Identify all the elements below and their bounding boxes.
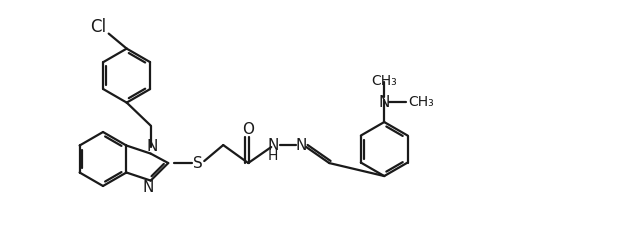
Text: N: N: [147, 139, 158, 154]
Text: S: S: [193, 156, 203, 170]
Text: CH₃: CH₃: [408, 95, 434, 109]
Text: —: —: [408, 96, 420, 108]
Text: N: N: [378, 95, 390, 110]
Text: CH₃: CH₃: [371, 74, 397, 88]
Text: N: N: [268, 138, 279, 153]
Text: N: N: [143, 180, 154, 195]
Text: Cl: Cl: [91, 18, 107, 36]
Text: H: H: [268, 149, 278, 163]
Text: N: N: [296, 138, 307, 153]
Text: O: O: [242, 122, 254, 137]
